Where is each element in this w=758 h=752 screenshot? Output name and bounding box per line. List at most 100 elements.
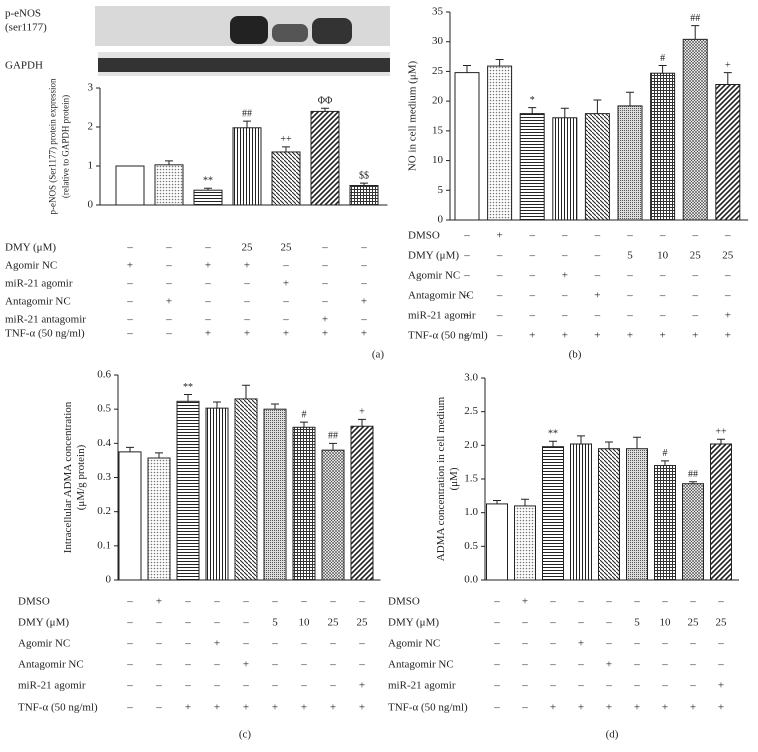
- significance-label: ++: [715, 427, 727, 438]
- cell: –: [561, 310, 568, 322]
- cell: –: [243, 278, 250, 290]
- cell: –: [360, 278, 367, 290]
- row-label: DMSO: [408, 230, 440, 242]
- y-axis-label: NO in cell medium (μM): [407, 60, 419, 171]
- cell: –: [689, 596, 696, 608]
- y-tick-label: 0.0: [464, 574, 478, 586]
- cell: –: [521, 702, 528, 714]
- cell: +: [529, 330, 535, 342]
- row-label: TNF-α (50 ng/ml): [388, 702, 468, 714]
- bar: [682, 38, 708, 221]
- error-bar: [242, 384, 250, 399]
- bar: [292, 426, 316, 581]
- cell: +: [594, 290, 600, 302]
- panel-label: (c): [239, 729, 252, 741]
- cell: –: [358, 596, 365, 608]
- y-tick-label: 1: [88, 160, 94, 172]
- cell: –: [165, 328, 172, 340]
- cell: –: [155, 638, 162, 650]
- bar: [147, 457, 171, 581]
- y-tick-label: 25: [432, 65, 444, 77]
- significance-label: #: [302, 409, 307, 420]
- cell: +: [244, 260, 250, 272]
- y-axis-label: Intracellular ADMA concentration: [62, 401, 74, 553]
- bar: [232, 127, 262, 206]
- cell: –: [242, 596, 249, 608]
- cell: +: [361, 296, 367, 308]
- y-axis-label: (μM): [448, 467, 460, 490]
- bar: [193, 189, 223, 206]
- y-tick-label: 0.3: [97, 471, 111, 483]
- cell: –: [493, 638, 500, 650]
- significance-label: +: [725, 60, 731, 71]
- cell: +: [322, 328, 328, 340]
- cell: +: [659, 330, 665, 342]
- y-tick-label: 30: [432, 35, 444, 47]
- cell: –: [605, 596, 612, 608]
- cell: –: [204, 242, 211, 254]
- cell: +: [330, 702, 336, 714]
- y-tick-label: 35: [432, 6, 444, 18]
- error-bar: [577, 435, 585, 444]
- cell: –: [549, 638, 556, 650]
- cell: +: [244, 328, 250, 340]
- cell: +: [214, 638, 220, 650]
- bar: [654, 465, 676, 581]
- cell: +: [127, 260, 133, 272]
- cell: –: [184, 638, 191, 650]
- row-label: miR-21 agomir: [388, 680, 456, 692]
- error-bar: [689, 481, 697, 484]
- cell: –: [463, 270, 470, 282]
- cell: 25: [328, 617, 340, 629]
- cell: –: [243, 314, 250, 326]
- row-label: miR-21 antagomir: [5, 314, 86, 326]
- cell: –: [496, 310, 503, 322]
- cell: +: [725, 330, 731, 342]
- cell: –: [496, 290, 503, 302]
- error-bar: [528, 107, 537, 114]
- row-label: DMSO: [388, 596, 420, 608]
- significance-label: ##: [688, 469, 698, 480]
- y-tick-label: 15: [432, 124, 444, 136]
- cell: –: [155, 680, 162, 692]
- error-bar: [723, 72, 732, 85]
- cell: –: [282, 296, 289, 308]
- bar: [486, 503, 508, 581]
- significance-label: **: [183, 382, 193, 393]
- cell: +: [606, 702, 612, 714]
- cell: –: [493, 659, 500, 671]
- cell: –: [329, 638, 336, 650]
- cell: +: [718, 702, 724, 714]
- row-label: Antagomir NC: [408, 290, 474, 302]
- cell: +: [594, 330, 600, 342]
- cell: –: [496, 250, 503, 262]
- cell: –: [204, 296, 211, 308]
- bar: [263, 408, 287, 581]
- bar: [349, 185, 379, 206]
- cell: +: [550, 702, 556, 714]
- cell: –: [691, 310, 698, 322]
- bar: [650, 72, 676, 221]
- cell: –: [594, 230, 601, 242]
- cell: –: [300, 638, 307, 650]
- error-bar: [165, 160, 173, 165]
- cell: –: [626, 290, 633, 302]
- cell: –: [463, 310, 470, 322]
- cell: –: [271, 680, 278, 692]
- cell: –: [661, 596, 668, 608]
- blot-label: p-eNOS: [5, 8, 41, 20]
- cell: +: [634, 702, 640, 714]
- cell: –: [242, 680, 249, 692]
- cell: –: [626, 310, 633, 322]
- error-bar: [282, 146, 290, 152]
- cell: –: [184, 617, 191, 629]
- cell: 25: [242, 242, 254, 254]
- cell: –: [633, 596, 640, 608]
- y-tick-label: 3: [88, 82, 94, 94]
- cell: –: [126, 596, 133, 608]
- cell: –: [577, 596, 584, 608]
- cell: –: [165, 242, 172, 254]
- cell: –: [493, 617, 500, 629]
- cell: +: [562, 330, 568, 342]
